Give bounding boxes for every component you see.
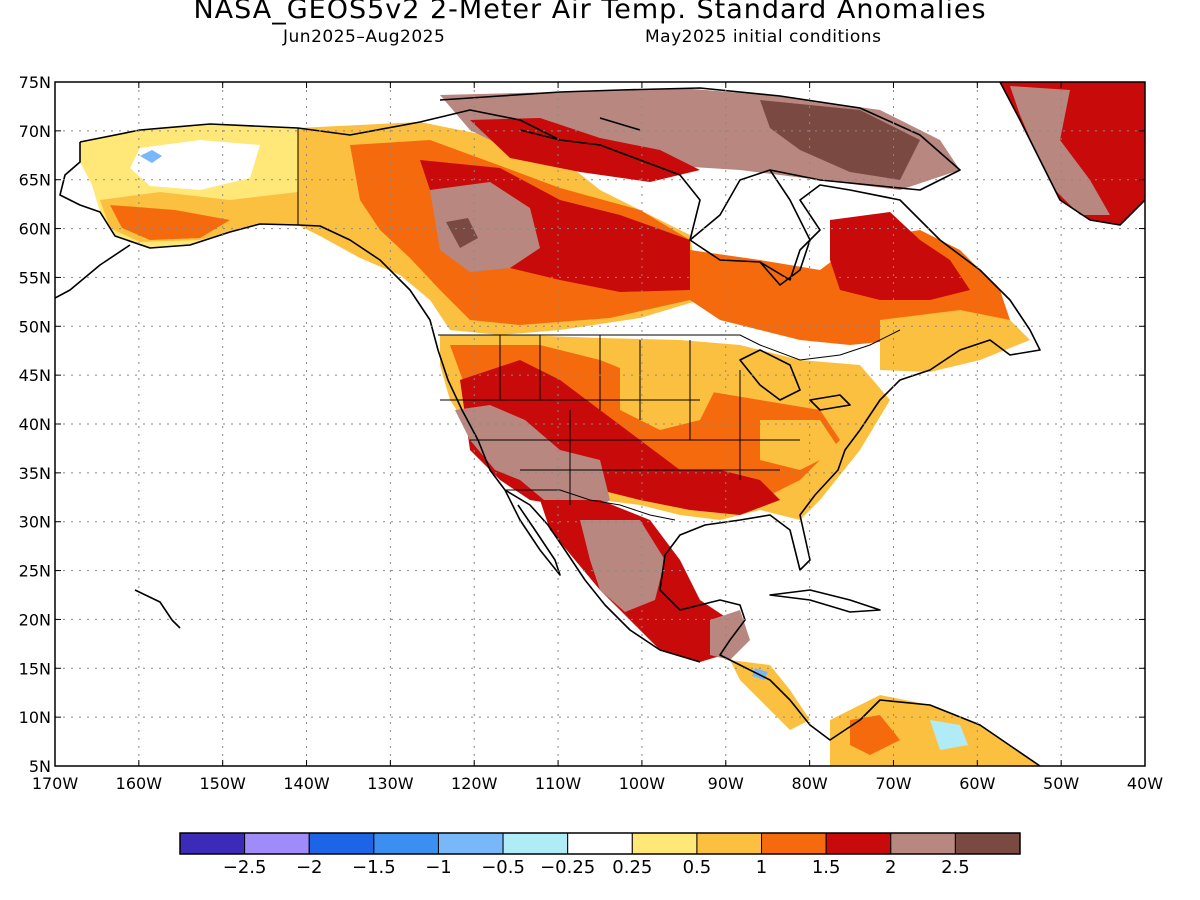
- lon-tick-label: 70W: [875, 774, 911, 793]
- anomaly-region-southwest-extreme: [455, 405, 610, 520]
- coastline-great-lakes: [739, 349, 851, 411]
- anomaly-region-alaska-north: [130, 140, 260, 190]
- lon-tick-label: 150W: [200, 774, 247, 793]
- lat-tick-label: 75N: [19, 73, 51, 92]
- coastline-alaska-peninsula: [55, 244, 131, 299]
- lat-axis: 75N 70N 65N 60N 55N 50N 45N 40N 35N 30N 25N 20N 15N 1…: [19, 73, 1145, 776]
- colorbar-label: 2: [885, 857, 896, 878]
- lat-tick-label: 35N: [19, 464, 51, 483]
- colorbar-swatch: [631, 832, 698, 855]
- anomaly-region-maritimes: [880, 310, 1030, 372]
- lon-tick-label: 120W: [451, 774, 498, 793]
- anomaly-region-south-america-warm: [850, 715, 900, 755]
- colorbar-swatch: [696, 832, 763, 855]
- anomaly-region-southeast-mild: [760, 420, 840, 470]
- lat-tick-label: 60N: [19, 220, 51, 239]
- lat-tick-label: 55N: [19, 268, 51, 287]
- coastline-cuba: [769, 589, 881, 613]
- colorbar-label: −2.5: [223, 857, 267, 878]
- anomaly-region-yucatan: [710, 610, 750, 660]
- anomaly-region-canada-extreme: [430, 182, 540, 272]
- lat-tick-label: 20N: [19, 610, 51, 629]
- colorbar-swatch: [890, 832, 956, 855]
- colorbar-swatch: [179, 832, 246, 855]
- anomaly-region-central-america: [730, 660, 810, 730]
- lat-tick-label: 65N: [19, 171, 51, 190]
- colorbar-label: −0.5: [481, 857, 525, 878]
- lon-axis: 170W 160W 150W 140W 130W 120W 110W 100W 90W 80W 70…: [32, 82, 1163, 793]
- coastlines: [55, 82, 1145, 766]
- colorbar-label: −1.5: [352, 857, 396, 878]
- initial-conditions: May2025 initial conditions: [645, 27, 882, 47]
- coastline-north-america: [79, 109, 1041, 766]
- lat-tick-label: 30N: [19, 513, 51, 532]
- colorbar-label: 0.5: [683, 857, 712, 878]
- lon-tick-label: 100W: [619, 774, 666, 793]
- colorbar-label: −1: [425, 857, 452, 878]
- colorbar-swatch: [761, 832, 827, 855]
- colorbar-swatch: [567, 832, 633, 855]
- lat-tick-label: 25N: [19, 562, 51, 581]
- colorbar-swatch: [437, 832, 504, 855]
- political-borders: [297, 128, 901, 521]
- border-us-canada: [438, 329, 901, 361]
- colorbar-swatch: [502, 832, 569, 855]
- anomaly-region-arctic-islands-core: [760, 100, 920, 180]
- graticule: [55, 82, 1145, 766]
- anomaly-region-midwest-mild: [620, 355, 720, 430]
- forecast-period: Jun2025–Aug2025: [283, 27, 446, 47]
- lat-tick-label: 50N: [19, 317, 51, 336]
- lat-tick-label: 10N: [19, 708, 51, 727]
- colorbar-swatches: [179, 832, 1021, 855]
- border-us-states: [440, 335, 800, 505]
- colorbar-frame: [179, 832, 1021, 855]
- coastline-arctic-islands: [439, 87, 961, 191]
- anomaly-region-alaska-south: [110, 205, 230, 240]
- colorbar-label: −0.25: [540, 857, 595, 878]
- lat-tick-label: 70N: [19, 122, 51, 141]
- anomaly-region-canada-extreme-core: [446, 218, 478, 248]
- colorbar-label: 1.5: [812, 857, 841, 878]
- border-us-mexico: [505, 489, 676, 521]
- anomaly-region-south-america-cool: [930, 720, 968, 750]
- lon-tick-label: 40W: [1127, 774, 1163, 793]
- colorbar-labels: −2.5 −2 −1.5 −1 −0.5 −0.25 0.25 0.5 1 1.5 2 2.5: [223, 857, 970, 878]
- lon-tick-label: 170W: [32, 774, 79, 793]
- lat-tick-label: 5N: [29, 757, 51, 776]
- coastline-pacific: [59, 142, 701, 663]
- coastline-hawaii: [134, 589, 181, 629]
- coastline-greenland: [999, 82, 1145, 226]
- coastline-hudson-bay: [689, 169, 811, 286]
- coastline-baja: [504, 489, 561, 576]
- lon-tick-label: 60W: [959, 774, 995, 793]
- lon-tick-label: 90W: [708, 774, 744, 793]
- colorbar-label: 0.25: [612, 857, 652, 878]
- lon-tick-label: 50W: [1043, 774, 1079, 793]
- colorbar-swatch: [954, 832, 1021, 855]
- lon-tick-label: 130W: [367, 774, 414, 793]
- anomaly-region-mexico-extreme: [580, 520, 665, 612]
- anomaly-region-greenland-extreme: [1010, 86, 1110, 215]
- lat-tick-label: 15N: [19, 659, 51, 678]
- colorbar-swatch: [373, 832, 439, 855]
- anomaly-region-arctic-islands-hot: [470, 118, 700, 182]
- lon-tick-label: 110W: [535, 774, 582, 793]
- colorbar-swatch: [244, 832, 310, 855]
- lat-tick-label: 40N: [19, 415, 51, 434]
- anomaly-region-alaska-cool: [140, 150, 162, 163]
- lon-tick-label: 80W: [792, 774, 828, 793]
- colorbar-label: 2.5: [941, 857, 970, 878]
- lon-tick-label: 140W: [283, 774, 330, 793]
- colorbar-swatch: [825, 832, 892, 855]
- anomaly-shading: [80, 82, 1145, 766]
- colorbar-swatch: [308, 832, 375, 855]
- colorbar-label: −2: [296, 857, 323, 878]
- chart-title: NASA_GEOS5v2 2-Meter Air Temp. Standard …: [193, 0, 987, 25]
- colorbar-label: 1: [756, 857, 767, 878]
- lon-tick-label: 160W: [116, 774, 163, 793]
- anomaly-region-quebec-hot: [830, 212, 970, 300]
- lat-tick-label: 45N: [19, 366, 51, 385]
